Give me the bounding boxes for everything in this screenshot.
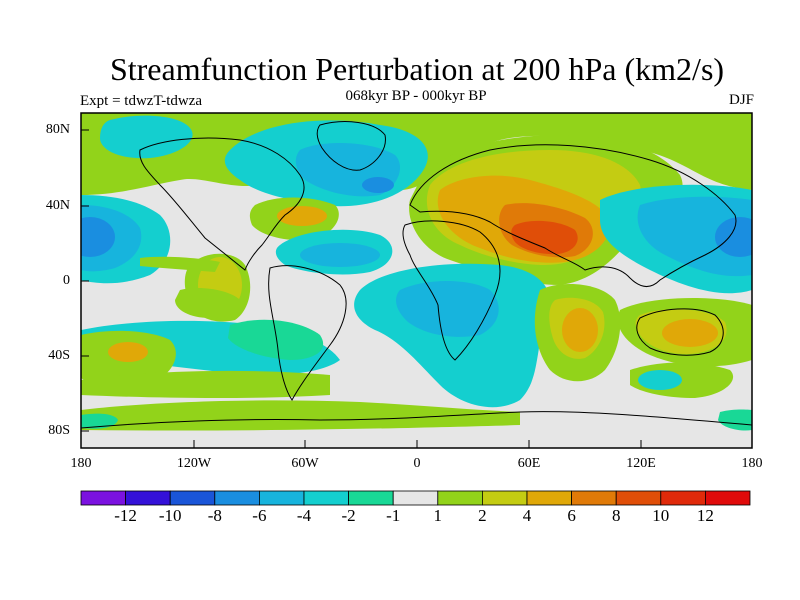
colorbar-label: 12 <box>696 506 714 525</box>
contour-safrica-blue <box>396 281 499 337</box>
colorbar-label: -4 <box>296 506 312 525</box>
period-label: 068kyr BP - 000kyr BP <box>345 88 487 104</box>
contour-npac-cyan <box>100 115 193 159</box>
coastlines <box>81 121 752 429</box>
contour-antarctic-cyan-w <box>81 413 118 429</box>
colorbar-swatch <box>392 490 439 506</box>
contour-spac-pos2 <box>108 342 148 362</box>
map-title: Streamfunction Perturbation at 200 hPa (… <box>109 51 725 87</box>
lat-tick-0: 0 <box>63 273 70 288</box>
colorbar-swatch <box>348 490 394 506</box>
colorbar-swatch <box>705 490 751 506</box>
colorbar-label: 4 <box>522 506 532 525</box>
contour-wpac-core <box>715 217 752 257</box>
lon-tick-180w: 180 <box>70 456 92 471</box>
contour-antarctic-green <box>81 400 520 431</box>
contour-tropatl-blue <box>300 243 380 267</box>
lon-tick-60e: 60E <box>517 456 541 471</box>
lon-tick-0: 0 <box>413 456 421 471</box>
colorbar-swatch <box>80 490 126 506</box>
experiment-label: Expt = tdwzT-tdwza <box>80 93 203 109</box>
colorbar-swatch <box>169 490 216 506</box>
lon-tick-120w: 120W <box>176 456 212 471</box>
season-label: DJF <box>728 92 754 108</box>
colorbar-swatch <box>125 490 171 506</box>
colorbar-label: -1 <box>386 506 401 525</box>
colorbar-label: 2 <box>478 506 487 525</box>
axis-ticks <box>81 129 642 448</box>
lat-tick-40n: 40N <box>45 198 70 213</box>
contour-so-cyan <box>638 370 682 390</box>
contour-spac-teal <box>228 319 324 360</box>
streamfunction-field <box>81 113 752 448</box>
coast-greenland <box>316 121 386 171</box>
colorbar-swatch <box>526 490 572 506</box>
colorbar-swatch <box>571 490 617 506</box>
lon-tick-60w: 60W <box>291 456 319 471</box>
contour-wpac-blue <box>637 196 752 277</box>
colorbar-swatch <box>481 490 528 506</box>
colorbar-label: -12 <box>114 506 137 525</box>
coast-australia <box>636 308 724 356</box>
contour-eurasia-pos8 <box>511 220 578 255</box>
colorbar-swatch <box>615 490 662 506</box>
colorbar-label: -10 <box>158 506 182 525</box>
colorbar-swatch <box>660 490 706 506</box>
lat-tick-80n: 80N <box>45 122 70 137</box>
colorbar <box>80 490 751 506</box>
contour-antarctic-cyan-e <box>718 409 752 431</box>
colorbar-label: 10 <box>652 506 670 525</box>
colorbar-label: 1 <box>433 506 443 525</box>
lat-tick-40s: 40S <box>48 348 70 363</box>
colorbar-swatch <box>214 490 260 506</box>
lon-tick-120e: 120E <box>626 456 656 471</box>
colorbar-swatch <box>437 490 483 506</box>
contour-natl-core <box>362 177 394 193</box>
colorbar-swatch <box>303 490 349 506</box>
coast-south-america <box>268 265 347 401</box>
contour-so-band <box>81 370 330 399</box>
coast-africa <box>402 220 501 361</box>
colorbar-label: 6 <box>567 506 576 525</box>
colorbar-swatch <box>258 490 305 506</box>
colorbar-label: -8 <box>207 506 222 525</box>
coast-antarctica <box>81 411 752 429</box>
coast-eurasia <box>409 144 737 287</box>
contour-etp-tongue <box>140 256 220 272</box>
coast-north-america <box>139 137 305 271</box>
lat-tick-80s: 80S <box>48 423 70 438</box>
contour-io-orange <box>562 308 598 352</box>
contour-epac-core <box>81 217 115 257</box>
contour-caribbean-orange <box>277 206 327 226</box>
colorbar-label: -6 <box>252 506 267 525</box>
colorbar-label: 8 <box>611 506 621 525</box>
contour-aus-orange <box>662 319 718 347</box>
colorbar-label: -2 <box>341 506 356 525</box>
contour-samer-pos <box>175 288 241 318</box>
lon-tick-180e: 180 <box>741 456 763 471</box>
